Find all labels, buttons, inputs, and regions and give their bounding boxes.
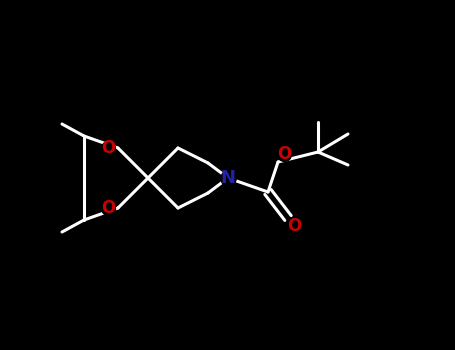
Text: O: O <box>101 139 115 157</box>
Text: O: O <box>101 199 115 217</box>
Text: N: N <box>221 169 236 187</box>
Text: O: O <box>287 217 301 235</box>
Text: O: O <box>277 145 291 163</box>
